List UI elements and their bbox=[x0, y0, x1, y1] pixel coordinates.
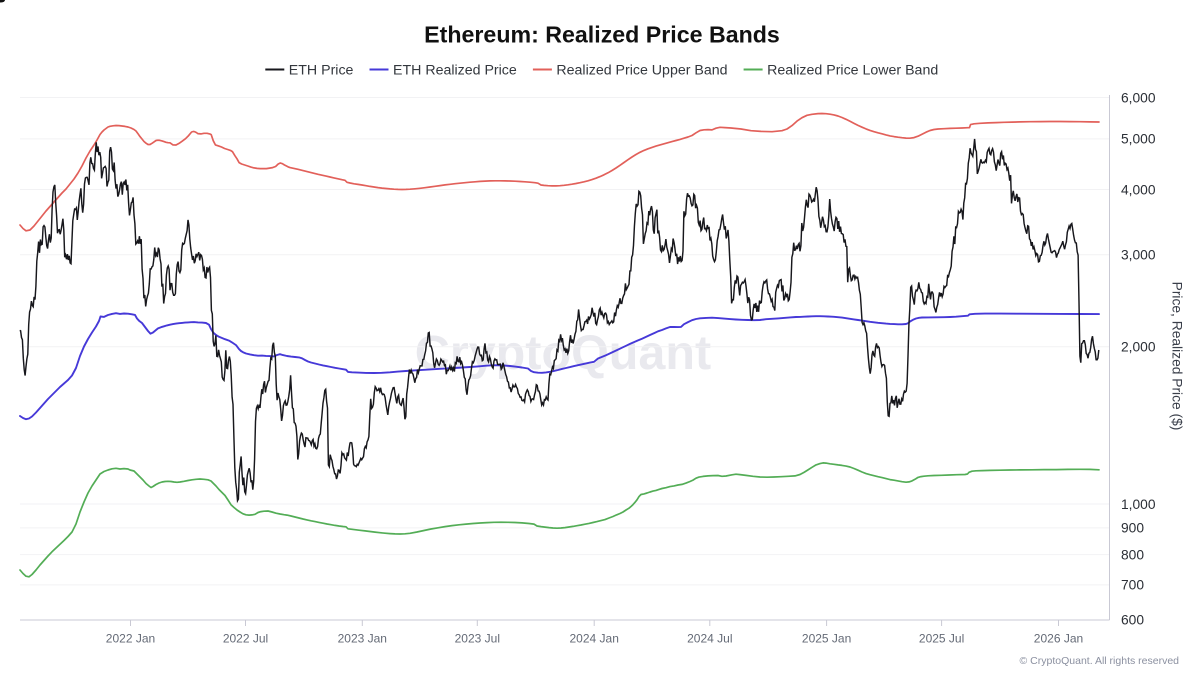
svg-text:ETH Price: ETH Price bbox=[289, 63, 354, 79]
svg-text:2023 Jan: 2023 Jan bbox=[338, 632, 387, 646]
svg-text:Price, Realized Price ($): Price, Realized Price ($) bbox=[1170, 282, 1185, 431]
svg-text:Ethereum: Realized Price Bands: Ethereum: Realized Price Bands bbox=[424, 22, 780, 48]
svg-text:700: 700 bbox=[1121, 578, 1144, 593]
svg-text:2022 Jul: 2022 Jul bbox=[223, 632, 268, 646]
svg-text:2025 Jan: 2025 Jan bbox=[802, 632, 851, 646]
svg-text:CryptoQuant: CryptoQuant bbox=[415, 326, 711, 380]
svg-text:2025 Jul: 2025 Jul bbox=[919, 632, 964, 646]
svg-text:5,000: 5,000 bbox=[1121, 132, 1156, 147]
svg-text:© CryptoQuant. All rights rese: © CryptoQuant. All rights reserved bbox=[1020, 655, 1180, 667]
svg-text:800: 800 bbox=[1121, 547, 1144, 562]
svg-text:3,000: 3,000 bbox=[1121, 248, 1156, 263]
svg-text:600: 600 bbox=[1121, 613, 1144, 628]
svg-text:2022 Jan: 2022 Jan bbox=[106, 632, 155, 646]
svg-text:2026 Jan: 2026 Jan bbox=[1034, 632, 1083, 646]
svg-text:900: 900 bbox=[1121, 521, 1144, 536]
svg-text:2023 Jul: 2023 Jul bbox=[455, 632, 500, 646]
svg-text:1,000: 1,000 bbox=[1121, 497, 1156, 512]
svg-text:Realized Price Lower Band: Realized Price Lower Band bbox=[767, 63, 938, 79]
svg-text:2024 Jul: 2024 Jul bbox=[687, 632, 732, 646]
svg-text:ETH Realized Price: ETH Realized Price bbox=[393, 63, 517, 79]
svg-text:4,000: 4,000 bbox=[1121, 182, 1156, 197]
svg-text:2024 Jan: 2024 Jan bbox=[570, 632, 619, 646]
svg-text:2,000: 2,000 bbox=[1121, 340, 1156, 355]
svg-text:6,000: 6,000 bbox=[1121, 90, 1156, 105]
svg-text:Realized Price Upper Band: Realized Price Upper Band bbox=[556, 63, 727, 79]
